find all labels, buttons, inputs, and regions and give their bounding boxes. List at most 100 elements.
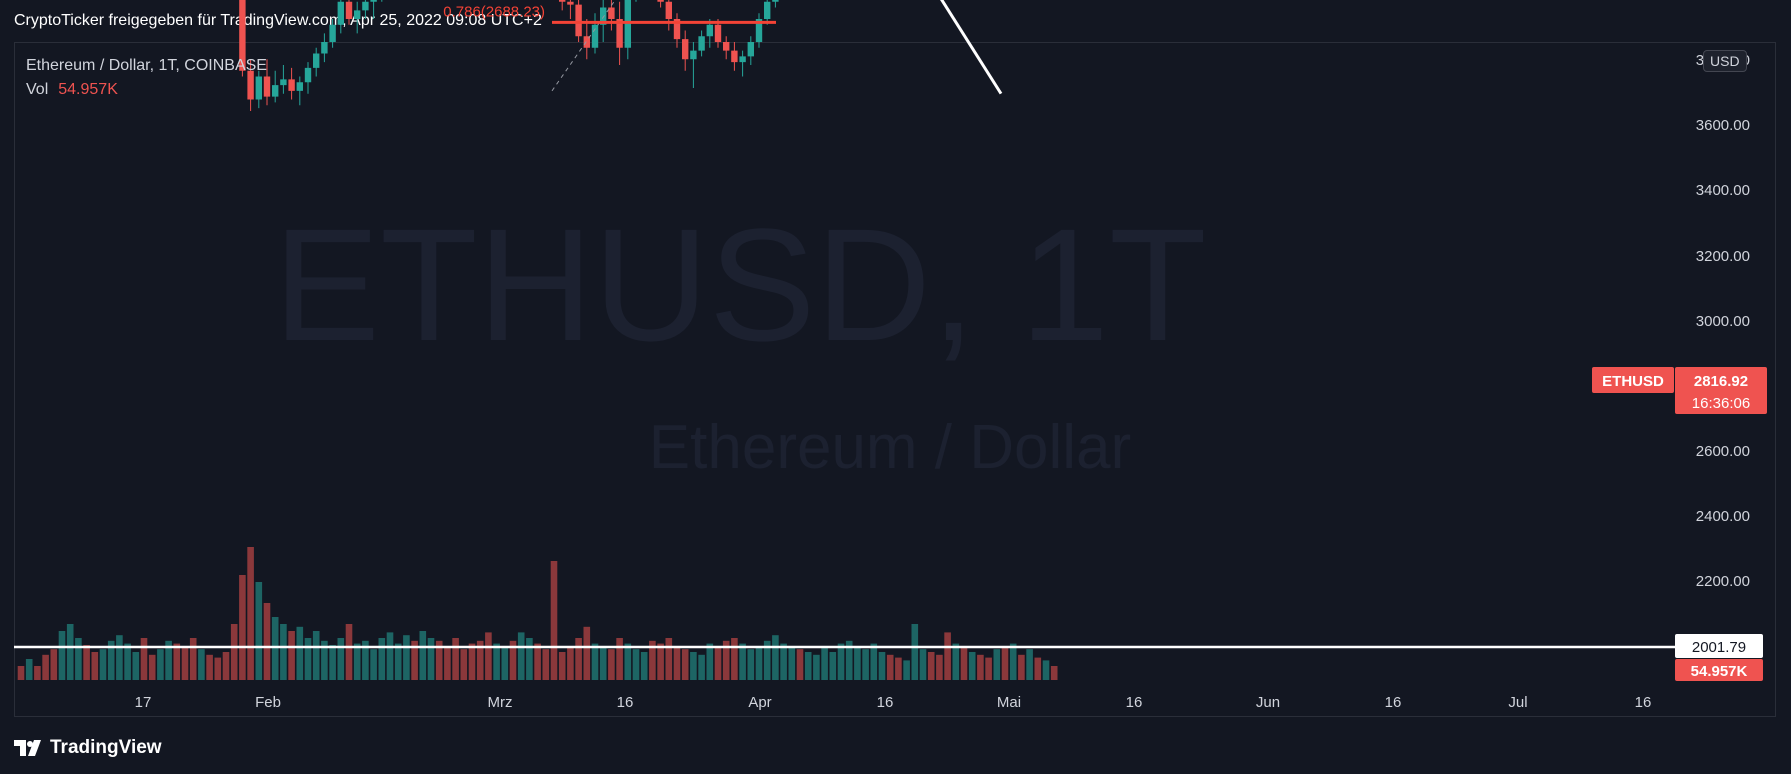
tradingview-icon: [14, 740, 44, 756]
volume-bar: [599, 646, 607, 680]
volume-bar: [681, 649, 689, 680]
time-axis-label: Mrz: [488, 694, 513, 711]
volume-bar: [870, 643, 878, 680]
volume-bar: [239, 575, 246, 680]
volume-bar: [837, 643, 845, 680]
volume-bar: [427, 638, 435, 680]
chart-frame[interactable]: [14, 42, 1776, 717]
drawings-layer: 0.382(3147.42)0.5(3013.30)0.618(2879.18)…: [14, 0, 1675, 649]
volume-bar: [829, 652, 837, 680]
volume-bar: [993, 649, 1001, 680]
tradingview-text: TradingView: [50, 737, 162, 758]
candle-body: [362, 1, 369, 11]
candle-body: [755, 19, 763, 42]
candle-body: [280, 79, 287, 86]
volume-bar: [198, 649, 205, 680]
tradingview-logo[interactable]: TradingView: [14, 737, 162, 759]
volume-bar: [394, 643, 402, 680]
candle-body: [239, 0, 246, 71]
volume-label: Vol: [26, 81, 49, 98]
legend-volume[interactable]: Vol 54.957K: [26, 78, 267, 102]
volume-bar: [435, 640, 443, 680]
volume-bar: [165, 640, 172, 680]
candle-body: [321, 42, 328, 54]
price-axis[interactable]: 3800.003600.003400.003200.003000.002600.…: [1696, 52, 1750, 590]
volume-bar: [124, 643, 131, 680]
volume-bar: [640, 652, 648, 680]
volume-bar: [50, 649, 58, 680]
volume-bar: [140, 638, 148, 680]
price-axis-label: 3400.00: [1696, 182, 1750, 199]
volume-bar: [1018, 654, 1025, 680]
volume-bar: [206, 654, 213, 680]
price-axis-label: 3000.00: [1696, 313, 1750, 330]
currency-button[interactable]: USD: [1703, 50, 1747, 72]
volume-bar: [772, 635, 779, 680]
volume-bar: [960, 646, 968, 680]
volume-bar: [878, 652, 886, 680]
candle-body: [591, 24, 599, 48]
volume-bar: [591, 643, 599, 680]
candle-body: [764, 1, 771, 19]
legend-symbol[interactable]: Ethereum / Dollar, 1T, COINBASE: [26, 57, 267, 74]
volume-bar: [722, 640, 730, 680]
top-bar: CryptoTicker freigegeben für TradingView…: [0, 0, 1791, 42]
volume-bar: [353, 643, 361, 680]
volume-bar: [690, 652, 697, 680]
volume-bar: [1034, 657, 1042, 680]
watermark-name: Ethereum / Dollar: [649, 413, 1131, 482]
volume-bar: [632, 649, 640, 680]
candle-body: [567, 1, 574, 5]
volume-bar: [255, 582, 263, 680]
candle-body: [772, 0, 779, 2]
volume-bar: [370, 649, 377, 680]
candle-body: [575, 4, 582, 37]
volume-bar: [247, 547, 254, 680]
volume-bar: [411, 640, 418, 680]
candle-body: [559, 0, 566, 2]
volume-bar: [534, 643, 541, 680]
volume-bar: [271, 617, 279, 680]
trendline: [940, 0, 1003, 95]
volume-bar: [337, 638, 345, 680]
volume-bar: [821, 646, 828, 680]
volume-bar: [977, 654, 984, 680]
time-axis-label: 16: [617, 694, 634, 711]
volume-value: 54.957K: [58, 81, 118, 98]
candle-body: [690, 50, 697, 60]
candle-body: [583, 36, 590, 48]
volume-bar: [1042, 660, 1050, 680]
volume-bar: [148, 654, 156, 680]
candle-body: [304, 67, 312, 83]
volume-bar: [263, 603, 271, 680]
share-title: CryptoTicker freigegeben für TradingView…: [14, 12, 542, 29]
volume-badge: [1675, 659, 1763, 681]
volume-bar: [804, 652, 812, 680]
volume-bar: [796, 649, 804, 680]
volume-bar: [895, 657, 902, 680]
watermark-symbol: ETHUSD, 1T: [273, 195, 1206, 374]
volume-bar: [444, 646, 451, 680]
symbol-badge-text: ETHUSD: [1602, 373, 1664, 390]
volume-bar: [378, 638, 386, 680]
fib-level-label: 0.786(2688.23): [443, 3, 545, 20]
volume-bar: [665, 638, 673, 680]
volume-bar: [616, 638, 623, 680]
volume-bar: [649, 640, 656, 680]
volume-bar: [755, 646, 763, 680]
volume-bar: [952, 643, 960, 680]
volume-bar: [763, 640, 771, 680]
time-axis-label: 16: [1385, 694, 1402, 711]
volume-bar: [181, 646, 189, 680]
volume-bar: [312, 631, 320, 680]
volume-bar: [173, 643, 181, 680]
volume-bar: [862, 649, 869, 680]
volume-bar: [550, 561, 558, 680]
candle-body: [288, 79, 295, 91]
level-badge-text: 2001.79: [1692, 639, 1746, 656]
time-axis[interactable]: 17 Feb Mrz 16 Apr 16 Mai 16 Jun 16 Jul 16: [135, 694, 1652, 711]
candle-body: [255, 76, 262, 100]
volume-bar: [657, 643, 664, 680]
volume-bar: [296, 626, 304, 680]
candlestick-chart[interactable]: ETHUSD, 1T Ethereum / Dollar 0.382(3147.…: [0, 0, 1791, 730]
